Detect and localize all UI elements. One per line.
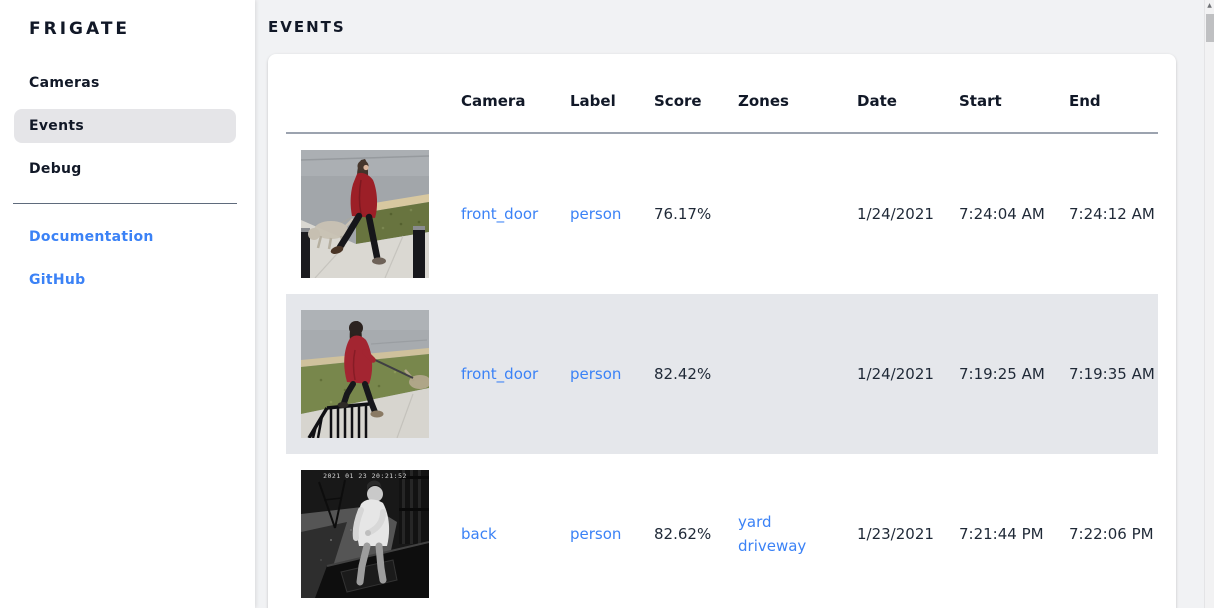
start-value: 7:24:04 AM	[959, 205, 1045, 223]
sidebar-link-github[interactable]: GitHub	[29, 272, 86, 288]
date-cell: 1/24/2021	[857, 133, 959, 294]
end-value: 7:24:12 AM	[1069, 205, 1155, 223]
page-scrollbar[interactable]: ▲	[1204, 0, 1214, 608]
end-cell: 7:24:12 AM	[1069, 133, 1158, 294]
event-thumbnail[interactable]	[301, 310, 429, 438]
main-content: EVENTS Camera Label Score Zones Date Sta…	[255, 0, 1214, 608]
label-link[interactable]: person	[570, 205, 622, 223]
events-table-header: Camera Label Score Zones Date Start End	[286, 54, 1158, 134]
score-cell: 82.62%	[654, 454, 738, 608]
left-post	[301, 228, 310, 278]
label-cell: person	[570, 133, 654, 294]
app-logo[interactable]: FRIGATE	[29, 19, 131, 39]
start-cell: 7:19:25 AM	[959, 294, 1069, 454]
start-value: 7:21:44 PM	[959, 525, 1044, 543]
sidebar-nav: Cameras Events Debug Documentation GitHu…	[0, 66, 255, 297]
thumbnail-cell	[286, 294, 461, 454]
camera-cell: front_door	[461, 294, 570, 454]
sidebar-item-debug[interactable]: Debug	[29, 161, 82, 177]
thumbnail-image	[301, 150, 429, 278]
thumbnail-image: 2021 01 23 20:21:52	[301, 470, 429, 598]
column-header-thumbnail	[286, 54, 461, 134]
date-cell: 1/23/2021	[857, 454, 959, 608]
scrollbar-thumb[interactable]	[1206, 14, 1214, 42]
zone-link[interactable]: yard	[738, 513, 772, 531]
camera-link[interactable]: front_door	[461, 205, 539, 223]
event-thumbnail[interactable]: 2021 01 23 20:21:52	[301, 470, 429, 598]
events-table-body: front_door person 76.17% 1/24/2021 7:24:…	[286, 133, 1158, 608]
person-night	[352, 480, 390, 586]
ladder-frame	[318, 479, 346, 529]
end-cell: 7:22:06 PM	[1069, 454, 1158, 608]
start-cell: 7:24:04 AM	[959, 133, 1069, 294]
date-cell: 1/24/2021	[857, 294, 959, 454]
thumbnail-image	[301, 310, 429, 438]
sidebar-divider	[13, 203, 237, 204]
zones-cell	[738, 294, 857, 454]
column-header-camera: Camera	[461, 54, 570, 134]
column-header-score: Score	[654, 54, 738, 134]
leash	[370, 357, 414, 379]
zones-cell: yard driveway	[738, 454, 857, 608]
sidebar: FRIGATE Cameras Events Debug Documentati…	[0, 0, 255, 608]
event-row[interactable]: front_door person 76.17% 1/24/2021 7:24:…	[286, 133, 1158, 294]
zone-link[interactable]: driveway	[738, 537, 807, 555]
camera-link[interactable]: front_door	[461, 365, 539, 383]
score-value: 82.42%	[654, 365, 712, 383]
camera-cell: front_door	[461, 133, 570, 294]
thumbnail-cell	[286, 133, 461, 294]
camera-link[interactable]: back	[461, 525, 497, 543]
column-header-date: Date	[857, 54, 959, 134]
events-table: Camera Label Score Zones Date Start End	[286, 54, 1158, 608]
camera-cell: back	[461, 454, 570, 608]
column-header-start: Start	[959, 54, 1069, 134]
column-header-zones: Zones	[738, 54, 857, 134]
end-value: 7:22:06 PM	[1069, 525, 1154, 543]
person-red-hoodie	[337, 321, 384, 418]
end-cell: 7:19:35 AM	[1069, 294, 1158, 454]
date-value: 1/23/2021	[857, 525, 934, 543]
person-red-coat	[330, 159, 386, 265]
sidebar-link-documentation[interactable]: Documentation	[29, 229, 154, 245]
label-link[interactable]: person	[570, 525, 622, 543]
events-card: Camera Label Score Zones Date Start End	[268, 54, 1176, 608]
column-header-label: Label	[570, 54, 654, 134]
column-header-end: End	[1069, 54, 1158, 134]
score-cell: 82.42%	[654, 294, 738, 454]
label-cell: person	[570, 454, 654, 608]
railing	[307, 402, 370, 438]
zones-cell	[738, 133, 857, 294]
label-cell: person	[570, 294, 654, 454]
truck-rack	[399, 470, 429, 544]
label-link[interactable]: person	[570, 365, 622, 383]
event-thumbnail[interactable]	[301, 150, 429, 278]
date-value: 1/24/2021	[857, 205, 934, 223]
header-row: Camera Label Score Zones Date Start End	[286, 54, 1158, 134]
event-row[interactable]: front_door person 82.42% 1/24/2021 7:19:…	[286, 294, 1158, 454]
sidebar-item-cameras[interactable]: Cameras	[29, 75, 100, 91]
scroll-up-icon[interactable]: ▲	[1207, 2, 1212, 9]
start-value: 7:19:25 AM	[959, 365, 1045, 383]
camera-timestamp-overlay: 2021 01 23 20:21:52	[323, 472, 407, 480]
score-value: 76.17%	[654, 205, 712, 223]
sidebar-item-events[interactable]: Events	[14, 109, 236, 143]
start-cell: 7:21:44 PM	[959, 454, 1069, 608]
right-post	[413, 226, 425, 278]
thumbnail-cell: 2021 01 23 20:21:52	[286, 454, 461, 608]
date-value: 1/24/2021	[857, 365, 934, 383]
score-cell: 76.17%	[654, 133, 738, 294]
end-value: 7:19:35 AM	[1069, 365, 1155, 383]
score-value: 82.62%	[654, 525, 712, 543]
event-row[interactable]: 2021 01 23 20:21:52 back person 82.62% y…	[286, 454, 1158, 608]
page-title: EVENTS	[268, 18, 346, 36]
